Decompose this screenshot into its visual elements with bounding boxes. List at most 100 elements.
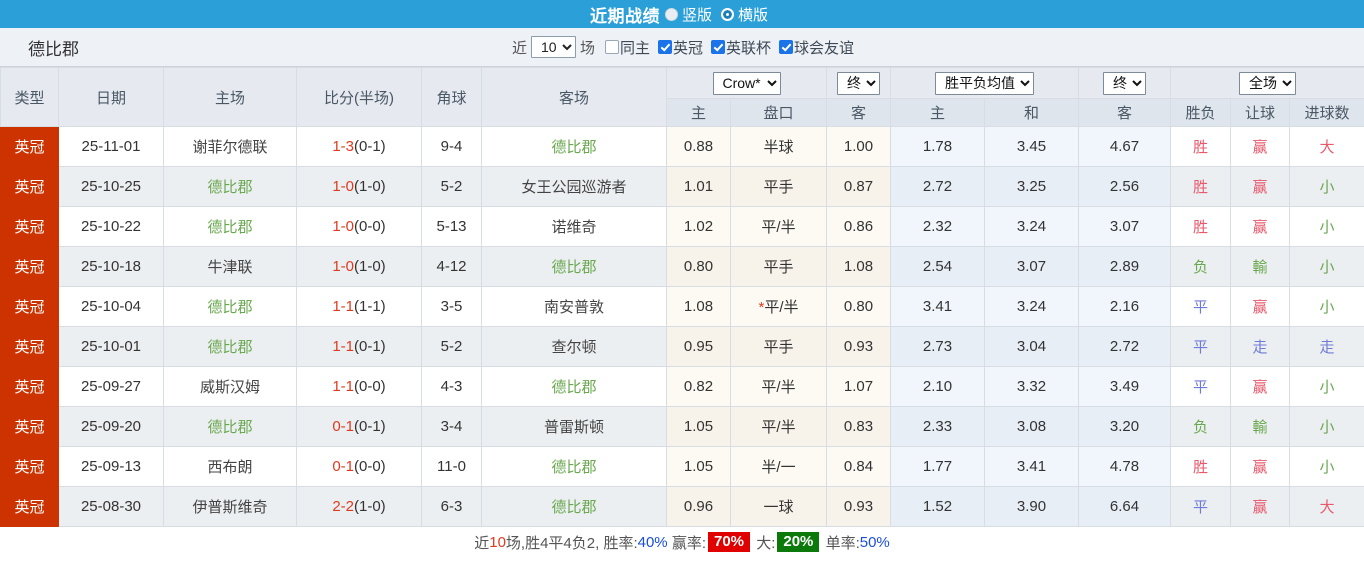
cell-home-team[interactable]: 西布朗 bbox=[163, 446, 297, 487]
checkbox-same-home[interactable] bbox=[604, 40, 619, 54]
cell-result-wl: 胜 bbox=[1170, 446, 1231, 487]
table-row[interactable]: 英冠 25-10-25 德比郡 1-0(1-0) 5-2 女王公园巡游者 1.01 平手 0.8… bbox=[0, 166, 1364, 207]
cell-score[interactable]: 1-1(1-1) bbox=[296, 286, 422, 327]
cell-odds-away: 0.86 bbox=[826, 206, 891, 247]
cell-result-goals: 小 bbox=[1288, 246, 1364, 287]
header-odds-away[interactable]: 客 bbox=[826, 98, 891, 127]
cell-score[interactable]: 1-0(1-0) bbox=[296, 246, 422, 287]
cell-odds-away: 0.87 bbox=[826, 166, 891, 207]
header-score[interactable]: 比分(半场) bbox=[296, 67, 422, 127]
header-result-wl[interactable]: 胜负 bbox=[1170, 98, 1231, 127]
avg-stage-select[interactable]: 终 bbox=[1103, 71, 1146, 95]
table-row[interactable]: 英冠 25-09-20 德比郡 0-1(0-1) 3-4 普雷斯顿 1.05 平/半 0.83 2… bbox=[0, 406, 1364, 447]
cell-date: 25-10-04 bbox=[58, 286, 164, 327]
cell-result-handicap: 輸 bbox=[1230, 406, 1290, 447]
cell-away-team[interactable]: 普雷斯顿 bbox=[481, 406, 667, 447]
cell-away-team[interactable]: 查尔顿 bbox=[481, 326, 667, 367]
table-row[interactable]: 英冠 25-10-18 牛津联 1-0(1-0) 4-12 德比郡 0.80 平手 1.08 2.… bbox=[0, 246, 1364, 287]
match-history-table: 类型 日期 主场 比分(半场) 角球 客场 Crow* 终 胜平负均值 bbox=[0, 67, 1364, 527]
cell-score[interactable]: 0-1(0-1) bbox=[296, 406, 422, 447]
table-row[interactable]: 英冠 25-08-30 伊普斯维奇 2-2(1-0) 6-3 德比郡 0.96 一球 0.93 1… bbox=[0, 486, 1364, 527]
cell-away-team[interactable]: 德比郡 bbox=[481, 486, 667, 527]
header-away[interactable]: 客场 bbox=[481, 67, 667, 127]
summary-win-rate: 40% bbox=[637, 533, 668, 551]
odds-stage-select[interactable]: 终 bbox=[837, 71, 880, 95]
cell-score[interactable]: 1-1(0-0) bbox=[296, 366, 422, 407]
checkbox-league-efl-cup[interactable] bbox=[711, 40, 726, 54]
cell-type: 英冠 bbox=[0, 166, 59, 207]
company-stage-cell: 终 bbox=[826, 67, 891, 99]
table-row[interactable]: 英冠 25-09-27 威斯汉姆 1-1(0-0) 4-3 德比郡 0.82 平/半 1.07 2… bbox=[0, 366, 1364, 407]
cell-home-team[interactable]: 德比郡 bbox=[163, 286, 297, 327]
checkbox-league-friendly[interactable] bbox=[779, 40, 794, 54]
header-avg-home[interactable]: 主 bbox=[890, 98, 985, 127]
table-row[interactable]: 英冠 25-11-01 谢菲尔德联 1-3(0-1) 9-4 德比郡 0.88 半球 1.00 1… bbox=[0, 126, 1364, 167]
checkbox-league-championship[interactable] bbox=[658, 40, 672, 54]
table-row[interactable]: 英冠 25-10-01 德比郡 1-1(0-1) 5-2 查尔顿 0.95 平手 0.93 2.7… bbox=[0, 326, 1364, 367]
odds-company-select[interactable]: Crow* bbox=[712, 71, 781, 95]
table-header-row: 主 盘口 客 主 和 客 胜负 让球 进球数 bbox=[1, 98, 1364, 127]
cell-result-goals: 小 bbox=[1288, 286, 1364, 327]
radio-vertical-icon[interactable] bbox=[664, 7, 678, 21]
cell-odds-handicap: 平/半 bbox=[730, 366, 827, 407]
cell-home-team[interactable]: 谢菲尔德联 bbox=[163, 126, 297, 167]
radio-horizontal-icon[interactable] bbox=[721, 7, 734, 21]
cell-odds-handicap: 平手 bbox=[730, 246, 827, 287]
header-date[interactable]: 日期 bbox=[58, 67, 164, 127]
table-row[interactable]: 英冠 25-10-04 德比郡 1-1(1-1) 3-5 南安普敦 1.08 *平/半 0.80… bbox=[0, 286, 1364, 327]
header-result-handicap[interactable]: 让球 bbox=[1230, 98, 1290, 127]
summary-odd-label: 单率: bbox=[821, 534, 860, 552]
header-odds-handicap[interactable]: 盘口 bbox=[730, 98, 827, 127]
header-odds-home[interactable]: 主 bbox=[666, 98, 731, 127]
summary-big-label: 大: bbox=[752, 534, 776, 552]
header-home[interactable]: 主场 bbox=[163, 67, 297, 127]
cell-score[interactable]: 0-1(0-0) bbox=[296, 446, 422, 487]
cell-home-team[interactable]: 威斯汉姆 bbox=[163, 366, 297, 407]
header-corner[interactable]: 角球 bbox=[421, 67, 482, 127]
cell-score[interactable]: 1-0(0-0) bbox=[296, 206, 422, 247]
cell-result-goals: 小 bbox=[1288, 366, 1364, 407]
summary-prefix: 近 bbox=[474, 534, 490, 552]
avg-type-select[interactable]: 胜平负均值 bbox=[935, 71, 1034, 95]
cell-home-team[interactable]: 牛津联 bbox=[163, 246, 297, 287]
cell-away-team[interactable]: 南安普敦 bbox=[481, 286, 667, 327]
cell-avg-away: 2.16 bbox=[1078, 286, 1171, 327]
view-mode-option-horizontal[interactable]: 横版 bbox=[721, 4, 774, 25]
cell-corner: 4-3 bbox=[421, 366, 482, 407]
cell-home-team[interactable]: 伊普斯维奇 bbox=[163, 486, 297, 527]
cell-home-team[interactable]: 德比郡 bbox=[163, 166, 297, 207]
cell-away-team[interactable]: 诺维奇 bbox=[481, 206, 667, 247]
match-count-select[interactable]: 10 bbox=[530, 36, 576, 58]
table-row[interactable]: 英冠 25-09-13 西布朗 0-1(0-0) 11-0 德比郡 1.05 半/一 0.84 1… bbox=[0, 446, 1364, 487]
cell-home-team[interactable]: 德比郡 bbox=[163, 206, 297, 247]
cell-away-team[interactable]: 女王公园巡游者 bbox=[481, 166, 667, 207]
summary-handicap-rate-badge: 70% bbox=[708, 532, 751, 552]
cell-avg-away: 3.20 bbox=[1078, 406, 1171, 447]
cell-score[interactable]: 1-0(1-0) bbox=[296, 166, 422, 207]
scope-select[interactable]: 全场 bbox=[1239, 71, 1296, 95]
header-type[interactable]: 类型 bbox=[0, 67, 59, 127]
cell-odds-away: 0.93 bbox=[826, 486, 891, 527]
header-avg-away[interactable]: 客 bbox=[1078, 98, 1171, 127]
cell-score[interactable]: 1-3(0-1) bbox=[296, 126, 422, 167]
cell-away-team[interactable]: 德比郡 bbox=[481, 246, 667, 287]
header-avg-draw[interactable]: 和 bbox=[984, 98, 1079, 127]
cell-score[interactable]: 1-1(0-1) bbox=[296, 326, 422, 367]
cell-result-wl: 胜 bbox=[1170, 206, 1231, 247]
cell-odds-handicap: 平手 bbox=[730, 166, 827, 207]
cell-score[interactable]: 2-2(1-0) bbox=[296, 486, 422, 527]
cell-away-team[interactable]: 德比郡 bbox=[481, 366, 667, 407]
cell-away-team[interactable]: 德比郡 bbox=[481, 126, 667, 167]
cell-home-team[interactable]: 德比郡 bbox=[163, 326, 297, 367]
filter-bar: 德比郡 近 10 场 同主 英冠 英联杯 球会友谊 bbox=[0, 28, 1364, 67]
header-result-goals[interactable]: 进球数 bbox=[1288, 98, 1364, 127]
cell-odds-away: 1.08 bbox=[826, 246, 891, 287]
table-row[interactable]: 英冠 25-10-22 德比郡 1-0(0-0) 5-13 诺维奇 1.02 平/半 0.86 2… bbox=[0, 206, 1364, 247]
cell-date: 25-09-20 bbox=[58, 406, 164, 447]
cell-home-team[interactable]: 德比郡 bbox=[163, 406, 297, 447]
scope-select-cell: 全场 bbox=[1169, 67, 1364, 99]
cell-result-goals: 小 bbox=[1288, 206, 1364, 247]
cell-away-team[interactable]: 德比郡 bbox=[481, 446, 667, 487]
view-mode-option-vertical[interactable]: 竖版 bbox=[664, 4, 718, 25]
cell-corner: 9-4 bbox=[421, 126, 482, 167]
